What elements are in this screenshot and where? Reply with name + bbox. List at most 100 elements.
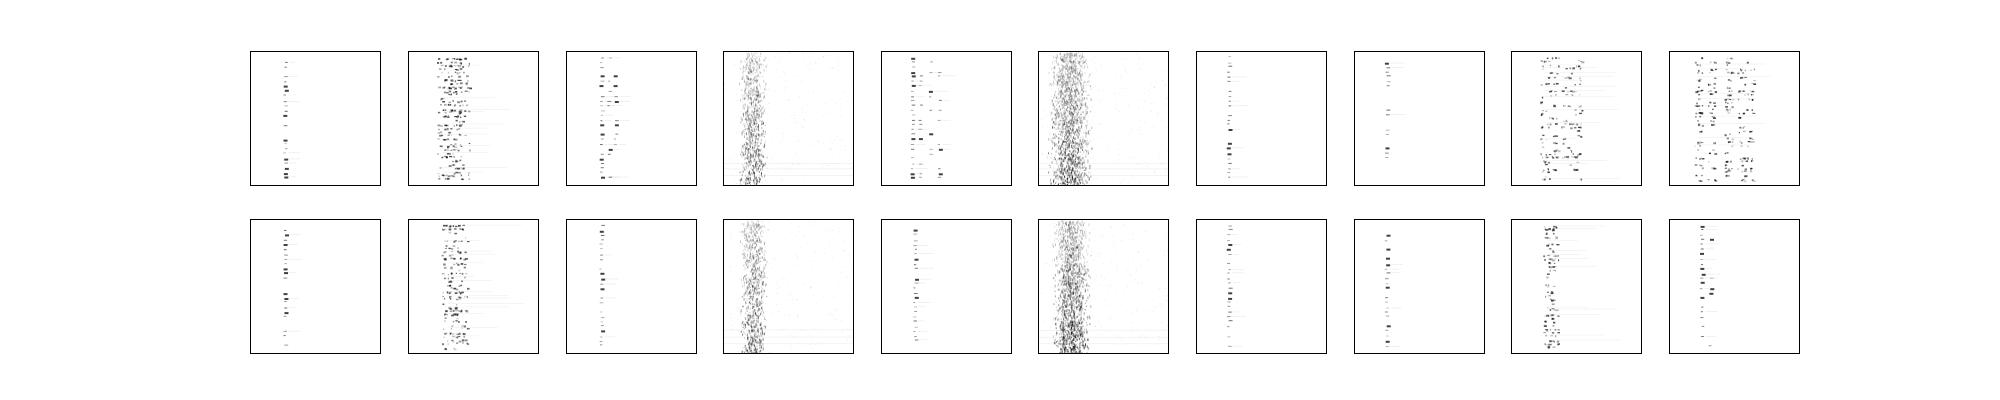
band-mark bbox=[754, 76, 756, 79]
speckle bbox=[1039, 140, 1041, 142]
band-mark bbox=[1070, 108, 1072, 110]
cluster-mark bbox=[458, 110, 462, 113]
cluster-mark bbox=[1542, 110, 1544, 112]
band-mark bbox=[1071, 95, 1073, 97]
speckle bbox=[1093, 112, 1095, 114]
cluster-mark bbox=[457, 101, 461, 104]
band-mark bbox=[747, 228, 749, 230]
band-mark bbox=[761, 168, 763, 171]
band-mark bbox=[748, 181, 750, 185]
tick-mark bbox=[599, 341, 603, 343]
band-mark bbox=[1053, 157, 1055, 159]
speckle bbox=[1081, 108, 1083, 110]
cluster-mark bbox=[1726, 64, 1729, 66]
tick-mark bbox=[284, 81, 287, 83]
tick-mark bbox=[911, 138, 916, 141]
band-mark bbox=[754, 121, 756, 124]
band-mark bbox=[750, 103, 752, 106]
cluster-mark bbox=[460, 62, 462, 65]
band-mark bbox=[756, 62, 758, 66]
speckle bbox=[803, 59, 805, 61]
band-mark bbox=[764, 140, 766, 144]
band-mark bbox=[1048, 171, 1050, 174]
band-mark bbox=[742, 75, 744, 78]
tick-mark bbox=[601, 278, 606, 281]
band-mark bbox=[1069, 110, 1071, 112]
cluster-mark bbox=[1698, 112, 1702, 114]
speckle bbox=[744, 70, 746, 72]
band-mark bbox=[762, 247, 763, 250]
cluster-mark bbox=[460, 124, 463, 126]
cluster-mark bbox=[446, 91, 449, 94]
speckle bbox=[829, 67, 831, 68]
speckle bbox=[832, 254, 834, 255]
speckle bbox=[1063, 77, 1065, 79]
cluster-mark bbox=[1713, 167, 1716, 170]
band-mark bbox=[1066, 66, 1068, 69]
band-mark bbox=[741, 132, 743, 136]
band-mark bbox=[1067, 180, 1069, 184]
band-mark bbox=[750, 331, 752, 334]
cluster-mark bbox=[1579, 77, 1581, 80]
band-mark bbox=[1082, 149, 1083, 151]
band-mark bbox=[749, 119, 751, 122]
band-mark bbox=[748, 127, 750, 131]
cluster-mark bbox=[1702, 158, 1705, 160]
tick-mark bbox=[1386, 67, 1391, 69]
speckle bbox=[1150, 84, 1152, 86]
band-mark bbox=[1066, 179, 1068, 183]
cluster-mark bbox=[1574, 84, 1576, 86]
band-mark bbox=[763, 91, 765, 94]
cluster-mark bbox=[1751, 179, 1754, 182]
horizontal-tail bbox=[1389, 62, 1405, 64]
band-mark bbox=[1064, 157, 1066, 161]
cluster-mark bbox=[454, 232, 458, 235]
cluster-mark bbox=[455, 91, 458, 93]
band-mark bbox=[1065, 144, 1067, 147]
band-mark bbox=[755, 126, 757, 128]
cluster-mark bbox=[467, 87, 470, 89]
band-mark bbox=[1075, 53, 1077, 56]
band-mark bbox=[752, 146, 754, 149]
tick-mark bbox=[283, 315, 287, 317]
band-mark bbox=[739, 82, 741, 85]
band-mark bbox=[1055, 149, 1057, 152]
horizontal-tail bbox=[447, 295, 509, 297]
band-mark bbox=[755, 90, 757, 94]
band-mark bbox=[1064, 100, 1066, 103]
speckle bbox=[738, 307, 740, 309]
band-mark bbox=[748, 114, 750, 116]
speckle bbox=[842, 331, 844, 333]
band-mark bbox=[1079, 63, 1081, 66]
band-mark bbox=[1053, 183, 1055, 185]
cluster-mark bbox=[1549, 178, 1551, 180]
band-mark bbox=[763, 122, 764, 125]
speckle bbox=[1121, 75, 1123, 77]
speckle bbox=[784, 89, 786, 91]
cluster-mark bbox=[461, 100, 463, 103]
cluster-mark bbox=[451, 339, 454, 342]
speckle bbox=[829, 241, 831, 243]
band-mark bbox=[746, 280, 747, 284]
band-mark bbox=[1070, 98, 1072, 101]
band-mark bbox=[760, 225, 762, 228]
band-mark bbox=[1085, 144, 1087, 146]
band-mark bbox=[1077, 75, 1078, 78]
cluster-mark bbox=[1547, 168, 1550, 170]
band-mark bbox=[757, 168, 759, 171]
cluster-mark bbox=[1540, 153, 1542, 155]
cluster-mark bbox=[449, 64, 453, 67]
speckle bbox=[1118, 111, 1120, 113]
band-mark bbox=[1056, 81, 1058, 83]
cluster-mark bbox=[1699, 141, 1702, 144]
band-mark bbox=[761, 107, 763, 110]
tick-mark bbox=[600, 248, 603, 250]
speckle bbox=[741, 110, 743, 112]
cluster-mark bbox=[1540, 138, 1543, 140]
band-mark bbox=[1061, 154, 1062, 157]
cluster-mark bbox=[1699, 116, 1702, 118]
speckle bbox=[759, 158, 761, 160]
band-mark bbox=[1060, 161, 1062, 164]
band-mark bbox=[1071, 162, 1073, 166]
tick-mark bbox=[601, 224, 605, 226]
